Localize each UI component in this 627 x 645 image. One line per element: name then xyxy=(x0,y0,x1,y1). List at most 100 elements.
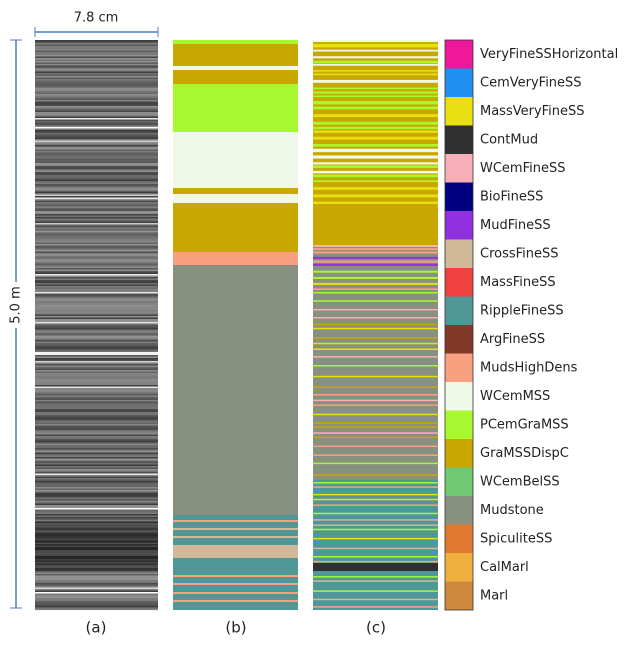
core-stripe xyxy=(35,358,158,360)
core-stripe xyxy=(35,52,158,54)
core-stripe xyxy=(35,228,158,230)
core-stripe xyxy=(35,342,158,344)
core-stripe xyxy=(35,318,158,320)
core-stripe xyxy=(35,198,158,200)
core-stripe xyxy=(35,598,158,600)
core-stripe xyxy=(35,460,158,462)
core-stripe xyxy=(35,178,158,180)
core-stripe xyxy=(35,565,158,567)
core-stripe xyxy=(35,280,158,282)
core-stripe xyxy=(35,138,158,140)
core-stripe xyxy=(35,465,158,467)
core-stripe xyxy=(35,603,158,605)
core-stripe xyxy=(35,330,158,332)
core-stripe xyxy=(35,208,158,210)
core-stripe xyxy=(35,162,158,164)
facies-segment xyxy=(313,400,438,402)
core-stripe xyxy=(35,438,158,440)
core-stripe xyxy=(35,585,158,587)
core-stripe xyxy=(35,112,158,114)
core-stripe xyxy=(35,279,158,281)
legend-label: CrossFineSS xyxy=(480,246,559,261)
core-stripe xyxy=(35,154,158,156)
legend-swatch xyxy=(445,40,473,69)
legend-swatch xyxy=(445,496,473,525)
core-stripe xyxy=(35,321,158,323)
core-stripe xyxy=(35,349,158,351)
core-stripe xyxy=(35,495,158,497)
core-stripe xyxy=(35,447,158,449)
core-stripe xyxy=(35,129,158,131)
core-stripe xyxy=(35,507,158,509)
core-stripe xyxy=(35,244,158,246)
facies-segment xyxy=(313,394,438,396)
facies-segment xyxy=(313,426,438,428)
core-stripe xyxy=(35,555,158,557)
core-stripe xyxy=(35,79,158,81)
core-stripe xyxy=(35,436,158,438)
facies-segment xyxy=(313,580,438,582)
core-stripe xyxy=(35,331,158,333)
core-stripe xyxy=(35,69,158,71)
core-stripe xyxy=(35,102,158,104)
core-stripe xyxy=(35,448,158,450)
core-stripe xyxy=(35,547,158,549)
core-stripe xyxy=(35,411,158,413)
core-stripe xyxy=(35,373,158,375)
core-stripe xyxy=(35,351,158,353)
core-stripe xyxy=(35,181,158,183)
core-stripe xyxy=(35,211,158,213)
core-stripe xyxy=(35,501,158,503)
facies-segment xyxy=(313,376,438,378)
core-stripe xyxy=(35,75,158,77)
legend-label: MudsHighDens xyxy=(480,360,578,375)
width-label: 7.8 cm xyxy=(74,11,119,26)
core-stripe xyxy=(35,399,158,401)
core-stripe xyxy=(35,42,158,44)
core-stripe xyxy=(35,454,158,456)
core-stripe xyxy=(35,522,158,524)
core-stripe xyxy=(35,117,158,119)
core-stripe xyxy=(35,367,158,369)
core-stripe xyxy=(35,391,158,393)
core-stripe xyxy=(35,46,158,48)
legend-swatch xyxy=(445,325,473,354)
facies-segment xyxy=(313,137,438,140)
legend-label: WCemFineSS xyxy=(480,161,565,176)
core-stripe xyxy=(35,457,158,459)
core-stripe xyxy=(35,148,158,150)
facies-segment xyxy=(173,600,298,602)
facies-segment xyxy=(173,48,298,66)
core-stripe xyxy=(35,532,158,534)
core-stripe xyxy=(35,379,158,381)
core-stripe xyxy=(35,285,158,287)
facies-segment xyxy=(313,248,438,250)
core-stripe xyxy=(35,315,158,317)
core-stripe xyxy=(35,394,158,396)
core-stripe xyxy=(35,169,158,171)
core-stripe xyxy=(35,432,158,434)
facies-segment xyxy=(173,536,298,538)
core-stripe xyxy=(35,609,158,611)
core-stripe xyxy=(35,246,158,248)
core-stripe xyxy=(35,574,158,576)
core-stripe xyxy=(35,133,158,135)
legend-label: RippleFineSS xyxy=(480,303,564,318)
core-stripe xyxy=(35,210,158,212)
core-stripe xyxy=(35,571,158,573)
core-stripe xyxy=(35,337,158,339)
core-stripe xyxy=(35,199,158,201)
core-stripe xyxy=(35,243,158,245)
core-stripe xyxy=(35,478,158,480)
core-stripe xyxy=(35,60,158,62)
core-stripe xyxy=(35,393,158,395)
core-stripe xyxy=(35,607,158,609)
core-stripe xyxy=(35,375,158,377)
facies-segment xyxy=(313,454,438,456)
core-stripe xyxy=(35,297,158,299)
facies-segment xyxy=(313,563,438,571)
core-stripe xyxy=(35,504,158,506)
core-stripe xyxy=(35,268,158,270)
facies-segment xyxy=(313,144,438,147)
facies-segment xyxy=(313,365,438,367)
